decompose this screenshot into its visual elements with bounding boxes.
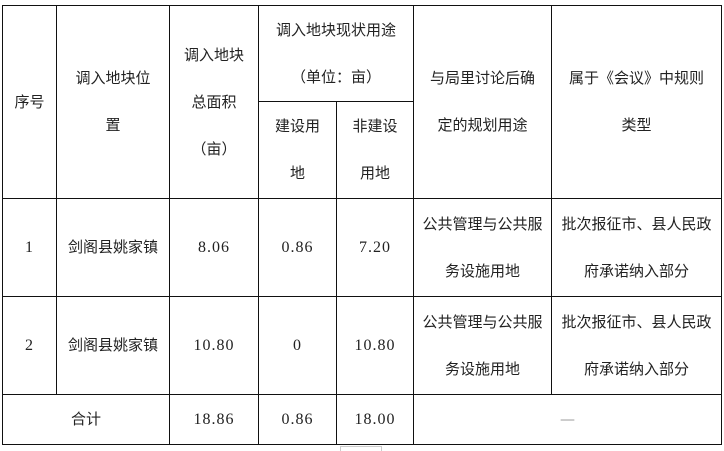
header-construction: 建设用地 <box>258 101 337 199</box>
total-construction: 0.86 <box>258 394 337 445</box>
table-row: 1 剑阁县姚家镇 8.06 0.86 7.20 公共管理与公共服务设施用地 批次… <box>2 198 722 297</box>
cell-seq: 1 <box>2 198 57 297</box>
total-rest: — <box>413 394 722 445</box>
cell-construction: 0.86 <box>258 198 337 297</box>
cell-planned-use: 公共管理与公共服务设施用地 <box>413 296 552 395</box>
total-label: 合计 <box>2 394 170 445</box>
header-planned-use: 与局里讨论后确定的规划用途 <box>413 5 552 199</box>
cell-non-construction: 7.20 <box>336 198 414 297</box>
cell-total-area: 8.06 <box>169 198 259 297</box>
header-category: 属于《会议》中规则类型 <box>551 5 722 199</box>
header-seq: 序号 <box>2 5 57 199</box>
total-non-construction: 18.00 <box>336 394 414 445</box>
cell-seq: 2 <box>2 296 57 395</box>
total-row: 合计 18.86 0.86 18.00 — <box>2 394 722 445</box>
header-total-area: 调入地块总面积（亩） <box>169 5 259 199</box>
header-location: 调入地块位置 <box>56 5 170 199</box>
total-area: 18.86 <box>169 394 259 445</box>
cell-construction: 0 <box>258 296 337 395</box>
cell-non-construction: 10.80 <box>336 296 414 395</box>
cell-location: 剑阁县姚家镇 <box>56 198 170 297</box>
cell-category: 批次报征市、县人民政府承诺纳入部分 <box>551 198 722 297</box>
scroll-stub <box>340 446 382 451</box>
cell-location: 剑阁县姚家镇 <box>56 296 170 395</box>
table-row: 2 剑阁县姚家镇 10.80 0 10.80 公共管理与公共服务设施用地 批次报… <box>2 296 722 395</box>
cell-category: 批次报征市、县人民政府承诺纳入部分 <box>551 296 722 395</box>
header-current-use-unit: （单位：亩） <box>290 67 381 86</box>
cell-total-area: 10.80 <box>169 296 259 395</box>
header-non-construction: 非建设用地 <box>336 101 414 199</box>
header-current-use: 调入地块现状用途 （单位：亩） <box>258 5 414 102</box>
land-table: 序号 调入地块位置 调入地块总面积（亩） 调入地块现状用途 （单位：亩） 与局里讨… <box>2 5 722 445</box>
cell-planned-use: 公共管理与公共服务设施用地 <box>413 198 552 297</box>
